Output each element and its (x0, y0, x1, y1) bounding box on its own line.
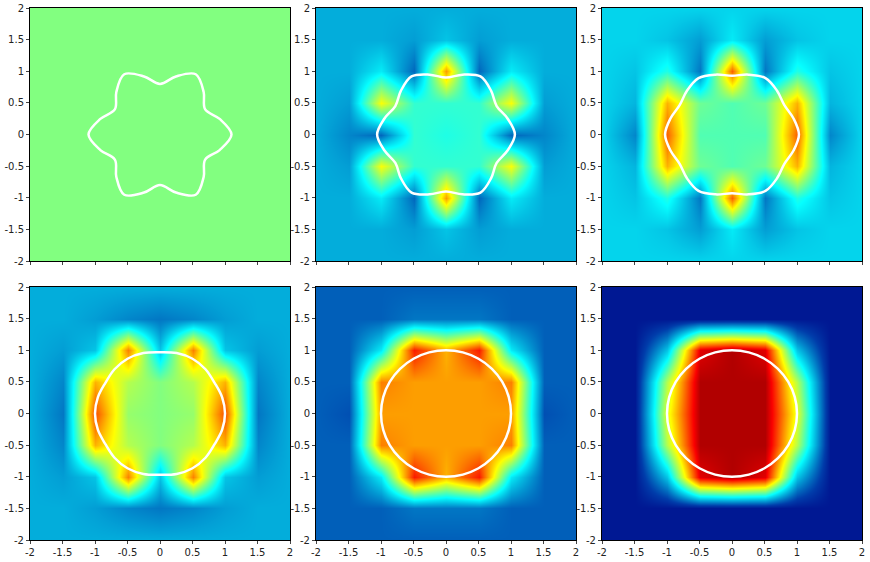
svg-text:-1.5: -1.5 (4, 224, 24, 235)
svg-text:-1: -1 (300, 192, 310, 203)
svg-text:0: 0 (304, 408, 310, 419)
svg-text:0.5: 0.5 (294, 97, 310, 108)
svg-text:0: 0 (729, 547, 735, 558)
svg-text:1.5: 1.5 (822, 547, 838, 558)
svg-text:1.5: 1.5 (250, 547, 266, 558)
svg-text:1.5: 1.5 (294, 313, 310, 324)
svg-text:2: 2 (304, 282, 310, 293)
svg-text:-2: -2 (300, 256, 310, 267)
svg-text:1.5: 1.5 (580, 313, 596, 324)
svg-text:-2: -2 (586, 535, 596, 546)
svg-text:2: 2 (18, 282, 24, 293)
svg-text:-2: -2 (25, 547, 35, 558)
svg-text:0: 0 (590, 408, 596, 419)
svg-text:1: 1 (794, 547, 800, 558)
svg-text:-1: -1 (90, 547, 100, 558)
svg-text:-1.5: -1.5 (4, 503, 24, 514)
svg-text:-0.5: -0.5 (118, 547, 138, 558)
svg-text:2: 2 (859, 547, 865, 558)
svg-text:-2: -2 (597, 547, 607, 558)
svg-text:0.5: 0.5 (757, 547, 773, 558)
svg-text:1: 1 (304, 345, 310, 356)
svg-text:0: 0 (304, 129, 310, 140)
svg-text:1: 1 (590, 345, 596, 356)
svg-text:-2: -2 (14, 535, 24, 546)
svg-text:1: 1 (18, 345, 24, 356)
svg-text:-2: -2 (14, 256, 24, 267)
svg-text:-1.5: -1.5 (290, 503, 310, 514)
svg-text:0.5: 0.5 (471, 547, 487, 558)
svg-text:-0.5: -0.5 (4, 440, 24, 451)
svg-text:-1.5: -1.5 (576, 503, 596, 514)
svg-text:2: 2 (573, 547, 579, 558)
svg-text:0.5: 0.5 (185, 547, 201, 558)
svg-text:-1: -1 (300, 471, 310, 482)
svg-text:-0.5: -0.5 (576, 161, 596, 172)
svg-text:-0.5: -0.5 (690, 547, 710, 558)
svg-text:-1.5: -1.5 (576, 224, 596, 235)
svg-text:2: 2 (304, 3, 310, 14)
svg-text:2: 2 (590, 282, 596, 293)
svg-text:-1: -1 (586, 471, 596, 482)
svg-text:1.5: 1.5 (8, 34, 24, 45)
svg-text:0: 0 (590, 129, 596, 140)
svg-text:0: 0 (18, 129, 24, 140)
svg-text:-1: -1 (376, 547, 386, 558)
svg-text:0.5: 0.5 (580, 376, 596, 387)
svg-text:-0.5: -0.5 (576, 440, 596, 451)
svg-text:-1: -1 (14, 192, 24, 203)
svg-text:-0.5: -0.5 (290, 161, 310, 172)
svg-text:0.5: 0.5 (294, 376, 310, 387)
svg-text:0: 0 (157, 547, 163, 558)
svg-text:-0.5: -0.5 (4, 161, 24, 172)
svg-text:0.5: 0.5 (8, 376, 24, 387)
svg-text:1: 1 (508, 547, 514, 558)
svg-text:-1: -1 (586, 192, 596, 203)
svg-text:1: 1 (304, 66, 310, 77)
svg-text:0.5: 0.5 (580, 97, 596, 108)
svg-text:1: 1 (590, 66, 596, 77)
svg-text:0.5: 0.5 (8, 97, 24, 108)
svg-text:-1: -1 (14, 471, 24, 482)
svg-text:2: 2 (18, 3, 24, 14)
svg-text:1: 1 (18, 66, 24, 77)
svg-text:-1.5: -1.5 (53, 547, 73, 558)
svg-text:-2: -2 (300, 535, 310, 546)
svg-text:-1: -1 (662, 547, 672, 558)
svg-text:1: 1 (222, 547, 228, 558)
svg-text:1.5: 1.5 (536, 547, 552, 558)
svg-text:1.5: 1.5 (294, 34, 310, 45)
svg-text:-0.5: -0.5 (404, 547, 424, 558)
svg-text:-1.5: -1.5 (339, 547, 359, 558)
svg-text:2: 2 (287, 547, 293, 558)
svg-text:0: 0 (443, 547, 449, 558)
svg-text:-2: -2 (311, 547, 321, 558)
svg-text:-2: -2 (586, 256, 596, 267)
svg-text:2: 2 (590, 3, 596, 14)
svg-text:1.5: 1.5 (580, 34, 596, 45)
svg-text:1.5: 1.5 (8, 313, 24, 324)
svg-text:-1.5: -1.5 (625, 547, 645, 558)
svg-text:-0.5: -0.5 (290, 440, 310, 451)
svg-text:0: 0 (18, 408, 24, 419)
svg-text:-1.5: -1.5 (290, 224, 310, 235)
